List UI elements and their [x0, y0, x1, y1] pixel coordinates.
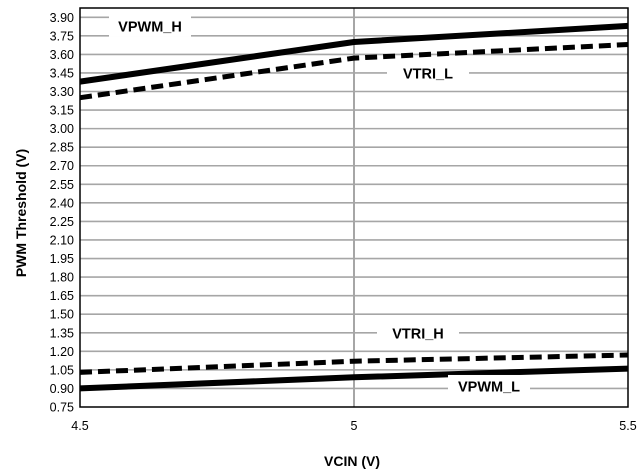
series-label-vtri-h: VTRI_H [392, 326, 444, 342]
y-tick-label: 2.10 [50, 233, 74, 247]
y-tick-label: 0.90 [50, 382, 74, 396]
y-tick-label: 0.75 [50, 401, 74, 415]
x-tick-label: 5.5 [619, 419, 636, 433]
y-tick-label: 1.05 [50, 363, 74, 377]
y-tick-labels: 0.75 0.90 1.05 1.20 1.35 1.50 1.65 1.80 1.95 2.10… [50, 11, 74, 415]
y-tick-label: 2.85 [50, 141, 74, 155]
plot-frame [79, 7, 629, 408]
series-label-box [387, 61, 469, 84]
y-tick-label: 2.70 [50, 159, 74, 173]
series-labels: VPWM_H VTRI_L VTRI_H VPWM_L [109, 14, 530, 397]
y-tick-label: 3.60 [50, 48, 74, 62]
y-tick-label: 1.50 [50, 308, 74, 322]
series-line-vtri-l [79, 42, 629, 101]
y-tick-label: 1.95 [50, 252, 74, 266]
y-tick-label: 1.35 [50, 326, 74, 340]
series-label-box [448, 374, 530, 397]
y-axis-label: PWM Threshold (V) [13, 149, 29, 277]
y-tick-label: 1.80 [50, 271, 74, 285]
x-tick-labels: 4.5 5 5.5 [71, 419, 636, 433]
y-tick-label: 3.45 [50, 66, 74, 80]
x-tick-label: 5 [351, 419, 358, 433]
series-line-vpwm-l [79, 365, 629, 392]
series-label-vpwm-l: VPWM_L [458, 379, 520, 395]
series-label-vpwm-h: VPWM_H [118, 19, 182, 35]
y-tick-label: 2.40 [50, 196, 74, 210]
y-tick-label: 2.25 [50, 215, 74, 229]
plot-border [79, 7, 629, 408]
series-label-box [377, 321, 459, 344]
grid-lines [80, 8, 628, 407]
series-lines [79, 22, 629, 392]
y-tick-label: 3.15 [50, 104, 74, 118]
y-tick-label: 1.65 [50, 289, 74, 303]
y-tick-label: 2.55 [50, 178, 74, 192]
y-tick-label: 3.90 [50, 11, 74, 25]
series-label-vtri-l: VTRI_L [403, 66, 453, 82]
x-tick-label: 4.5 [71, 419, 88, 433]
series-line-vtri-h [79, 352, 629, 375]
y-tick-label: 3.75 [50, 29, 74, 43]
y-tick-label: 1.20 [50, 345, 74, 359]
series-line-vpwm-h [79, 22, 629, 85]
y-tick-label: 3.30 [50, 85, 74, 99]
x-axis-label: VCIN (V) [324, 453, 380, 469]
y-tick-label: 3.00 [50, 122, 74, 136]
series-label-box [109, 14, 191, 37]
